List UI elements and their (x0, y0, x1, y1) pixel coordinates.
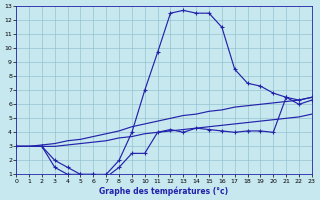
X-axis label: Graphe des températures (°c): Graphe des températures (°c) (100, 186, 228, 196)
